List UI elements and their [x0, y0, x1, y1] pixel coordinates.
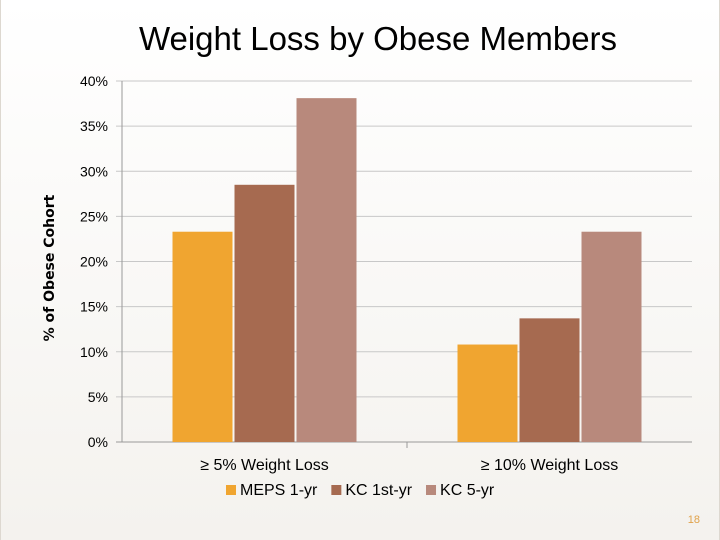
bar	[519, 318, 580, 442]
y-tick-label: 40%	[80, 73, 108, 89]
y-axis-label: % of Obese Cohort	[42, 194, 58, 341]
bar	[234, 184, 295, 442]
y-tick-label: 10%	[80, 344, 108, 360]
bar	[581, 231, 642, 442]
x-tick-label: ≥ 5% Weight Loss	[200, 457, 329, 474]
legend-swatch	[331, 485, 342, 495]
bars	[172, 98, 642, 443]
y-tick-label: 15%	[80, 299, 108, 315]
legend-swatch	[426, 485, 437, 495]
y-tick-label: 35%	[80, 118, 108, 134]
y-tick-label: 30%	[80, 163, 108, 179]
page-number: 18	[687, 514, 700, 526]
x-tick-label: ≥ 10% Weight Loss	[481, 457, 618, 474]
legend-swatch	[226, 485, 236, 495]
bar	[172, 231, 233, 442]
legend-label: MEPS 1-yr	[240, 482, 318, 499]
legend-label: KC 1st-yr	[345, 482, 412, 499]
y-tick-label: 20%	[80, 254, 108, 270]
x-tick-labels: ≥ 5% Weight Loss ≥ 10% Weight Loss	[200, 457, 618, 474]
chart-title: Weight Loss by Obese Members	[139, 20, 617, 57]
y-tick-label: 5%	[88, 389, 108, 405]
y-tick-label: 25%	[80, 208, 108, 224]
bar	[457, 344, 518, 442]
legend: MEPS 1-yr KC 1st-yr KC 5-yr	[226, 482, 495, 499]
y-tick-label: 0%	[88, 434, 108, 450]
y-tick-labels: 0% 5% 10% 15% 20% 25% 30% 35% 40%	[80, 73, 108, 450]
bar	[296, 98, 357, 443]
legend-label: KC 5-yr	[440, 482, 495, 499]
